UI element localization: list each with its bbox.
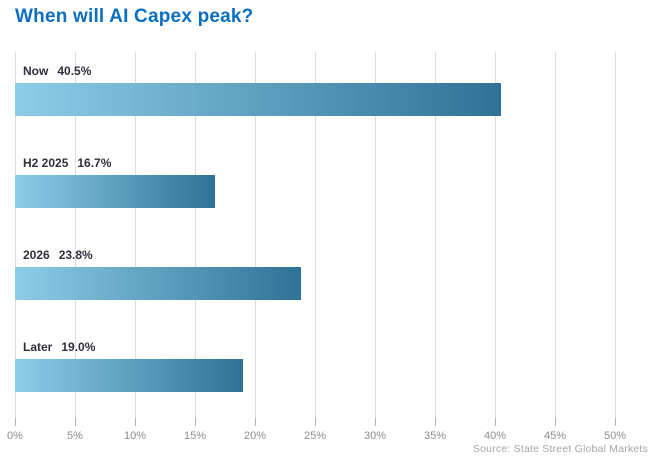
bar-value-label: 23.8% [58, 248, 93, 262]
bar-value-label: 19.0% [61, 340, 96, 354]
bar-2026 [15, 267, 301, 300]
gridline [615, 52, 616, 426]
x-axis-tick-mark [255, 418, 256, 426]
gridline [195, 52, 196, 426]
x-tick-label: 20% [243, 430, 267, 442]
bar-label: Now 40.5% [23, 64, 91, 78]
gridline [555, 52, 556, 426]
gridline [315, 52, 316, 426]
gridline [495, 52, 496, 426]
x-tick-label: 50% [603, 430, 627, 442]
x-tick-label: 40% [483, 430, 507, 442]
x-axis-tick-mark [315, 418, 316, 426]
gridline [15, 52, 16, 426]
bar-later [15, 359, 243, 392]
x-axis-tick-mark [375, 418, 376, 426]
x-axis-tick-mark [15, 418, 16, 426]
x-tick-label: 30% [363, 430, 387, 442]
x-axis-tick-mark [615, 418, 616, 426]
x-tick-label: 0% [7, 430, 23, 442]
gridline [375, 52, 376, 426]
gridline [255, 52, 256, 426]
gridline [135, 52, 136, 426]
x-tick-label: 35% [423, 430, 447, 442]
x-tick-label: 5% [67, 430, 83, 442]
source-caption: Source: State Street Global Markets [472, 443, 648, 455]
x-tick-label: 45% [543, 430, 567, 442]
x-axis-tick-mark [75, 418, 76, 426]
bar-value-label: 40.5% [57, 64, 92, 78]
x-axis-tick-mark [435, 418, 436, 426]
bar-label: 2026 23.8% [23, 248, 93, 262]
x-axis-tick-mark [195, 418, 196, 426]
plot-area: Now 40.5% H2 2025 16.7% 2026 23.8% Later 19.0% [15, 52, 616, 426]
bar-label: Later 19.0% [23, 340, 95, 354]
bar-value-label: 16.7% [77, 156, 112, 170]
x-axis: 0% 5% 10% 15% 20% 25% 30% 35% 40% 45% 50% [7, 430, 626, 444]
chart-title: When will AI Capex peak? [15, 6, 254, 27]
bar-category-label: Later [23, 340, 53, 354]
bar-label: H2 2025 16.7% [23, 156, 111, 170]
bar-category-label: H2 2025 [23, 156, 69, 170]
bar-now [15, 83, 501, 116]
gridline [75, 52, 76, 426]
x-axis-tick-mark [135, 418, 136, 426]
x-tick-label: 10% [123, 430, 147, 442]
bar-h2-2025 [15, 175, 216, 208]
bar-category-label: Now [23, 64, 49, 78]
gridline [435, 52, 436, 426]
x-axis-tick-mark [495, 418, 496, 426]
x-tick-label: 25% [303, 430, 327, 442]
bar-category-label: 2026 [23, 248, 50, 262]
x-tick-label: 15% [183, 430, 207, 442]
x-axis-tick-mark [555, 418, 556, 426]
